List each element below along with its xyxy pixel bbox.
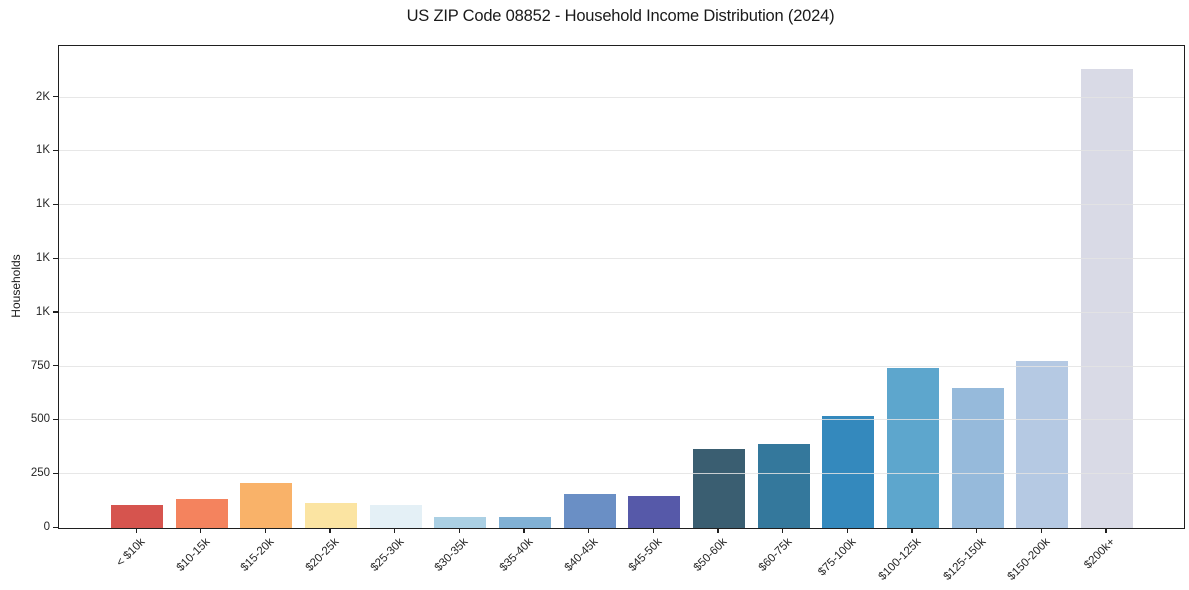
x-tick-label: $15-20k [238, 536, 277, 574]
bar-$200k+ [1080, 69, 1133, 528]
x-tick-mark [846, 528, 848, 533]
y-tick-label: 1K [35, 252, 50, 265]
x-tick-mark [329, 528, 331, 533]
y-tick-label: 500 [30, 413, 50, 426]
x-tick-label: $60-75k [756, 536, 795, 574]
plot-area [58, 45, 1185, 529]
y-tick-label: 0 [43, 521, 50, 533]
y-tick-label: 1K [35, 305, 50, 318]
bar-$100-125k [886, 367, 939, 528]
x-tick-label: $25-30k [368, 536, 407, 574]
x-tick-label: $35-40k [497, 536, 536, 574]
y-tick-label: 1K [35, 198, 50, 211]
y-tick-mark [53, 526, 58, 528]
y-tick-label: 750 [30, 359, 50, 372]
bar-$35-40k [498, 517, 551, 528]
bar-$75-100k [822, 416, 875, 528]
y-tick-mark [53, 365, 58, 367]
bar-$15-20k [240, 483, 293, 528]
x-tick-label: $10-15k [174, 536, 213, 574]
y-tick-mark [53, 472, 58, 474]
bar-$60-75k [757, 443, 810, 528]
bar-< $10k [111, 504, 163, 528]
y-tick-mark [53, 418, 58, 421]
x-tick-mark [717, 528, 719, 533]
x-tick-mark [1105, 528, 1107, 533]
x-tick-mark [652, 528, 654, 533]
x-tick-mark [1040, 528, 1042, 533]
x-tick-label: $45-50k [626, 536, 665, 574]
x-tick-mark [976, 528, 978, 533]
bar-$45-50k [628, 496, 681, 528]
bar-$125-150k [951, 387, 1004, 528]
x-tick-mark [458, 528, 460, 533]
x-tick-label: $150-200k [1005, 536, 1053, 583]
bar-$30-35k [434, 517, 487, 528]
y-tick-mark [53, 311, 58, 313]
bar-$25-30k [369, 505, 422, 528]
y-tick-mark [53, 257, 58, 259]
bar-$10-15k [175, 498, 228, 528]
y-tick-label: 250 [30, 467, 50, 480]
x-tick-label: $20-25k [303, 536, 342, 574]
x-tick-label: $100-125k [876, 536, 924, 583]
gridline [59, 96, 1184, 98]
x-tick-label: $40-45k [562, 536, 601, 574]
y-tick-mark [53, 96, 58, 98]
y-tick-label: 2K [35, 90, 50, 103]
x-tick-mark [782, 528, 784, 533]
gridline [59, 150, 1184, 152]
x-tick-label: $125-150k [941, 536, 989, 583]
x-tick-mark [588, 528, 590, 533]
bar-$40-45k [563, 493, 616, 528]
x-tick-label: $200k+ [1081, 536, 1118, 572]
bar-$20-25k [304, 503, 357, 528]
y-tick-mark [53, 203, 58, 205]
gridline [59, 365, 1184, 367]
x-tick-label: $30-35k [432, 536, 471, 574]
x-tick-mark [264, 528, 266, 533]
x-tick-label: < $10k [114, 536, 148, 570]
gridline [59, 258, 1184, 260]
x-tick-label: $75-100k [816, 536, 859, 579]
x-tick-mark [523, 528, 525, 533]
chart-title: US ZIP Code 08852 - Household Income Dis… [406, 7, 835, 25]
gridline [59, 311, 1184, 313]
bar-$150-200k [1016, 361, 1069, 528]
gridline [59, 204, 1184, 206]
x-tick-mark [135, 528, 137, 533]
gridline [59, 473, 1184, 475]
x-tick-mark [911, 528, 913, 533]
gridline [59, 419, 1184, 421]
x-tick-mark [394, 528, 396, 533]
bar-$50-60k [692, 449, 745, 528]
y-tick-mark [53, 149, 58, 152]
x-tick-label: $50-60k [691, 536, 730, 574]
y-tick-label: 1K [35, 144, 50, 157]
x-tick-mark [200, 528, 202, 533]
